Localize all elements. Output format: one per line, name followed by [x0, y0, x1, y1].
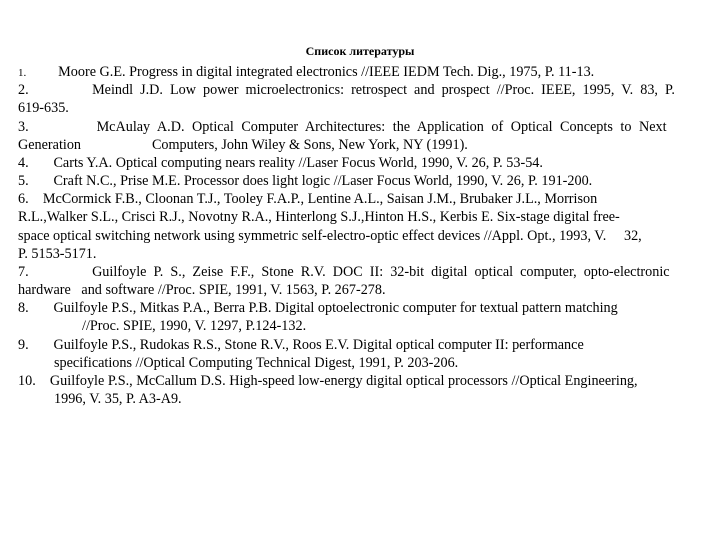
- reference-2-line1: 2. Meindl J.D. Low power microelectronic…: [18, 81, 702, 99]
- reference-9-line1: 9. Guilfoyle P.S., Rudokas R.S., Stone R…: [18, 336, 702, 354]
- ref-number: 5.: [18, 172, 29, 190]
- reference-6-line3: space optical switching network using sy…: [18, 227, 702, 245]
- reference-6-line1: 6. McCormick F.B., Cloonan T.J., Tooley …: [18, 190, 702, 208]
- reference-3-line1: 3. McAulay A.D. Optical Computer Archite…: [18, 118, 702, 136]
- ref-text: Guilfoyle P. S., Zeise F.F., Stone R.V. …: [92, 264, 670, 280]
- ref-number: 2.: [18, 81, 29, 99]
- reference-6-line2: R.L.,Walker S.L., Crisci R.J., Novotny R…: [18, 208, 702, 226]
- ref-text: McCormick F.B., Cloonan T.J., Tooley F.A…: [43, 191, 597, 207]
- reference-10-line1: 10. Guilfoyle P.S., McCallum D.S. High-s…: [18, 372, 702, 390]
- reference-8-line1: 8. Guilfoyle P.S., Mitkas P.A., Berra P.…: [18, 299, 702, 317]
- ref-text: Guilfoyle P.S., McCallum D.S. High-speed…: [50, 373, 638, 389]
- ref-text: Carts Y.A. Optical computing nears reali…: [53, 155, 542, 171]
- ref-text: Meindl J.D. Low power microelectronics: …: [92, 82, 675, 98]
- ref-number: 9.: [18, 336, 29, 354]
- reference-6-line4: P. 5153-5171.: [18, 245, 702, 263]
- reference-10-line2: 1996, V. 35, P. A3-A9.: [18, 390, 702, 408]
- ref-number: 1.: [18, 66, 26, 80]
- reference-5: 5. Craft N.C., Prise M.E. Processor does…: [18, 172, 702, 190]
- reference-7-line1: 7. Guilfoyle P. S., Zeise F.F., Stone R.…: [18, 263, 702, 281]
- ref-number: 8.: [18, 299, 29, 317]
- ref-text: Moore G.E. Progress in digital integrate…: [58, 64, 594, 80]
- reference-8-line2: //Proc. SPIE, 1990, V. 1297, P.124-132.: [18, 317, 702, 335]
- ref-number: 6.: [18, 190, 29, 208]
- reference-7-line2: hardware and software //Proc. SPIE, 1991…: [18, 281, 702, 299]
- reference-9-line2: specifications //Optical Computing Techn…: [18, 354, 702, 372]
- ref-text: Craft N.C., Prise M.E. Processor does li…: [53, 173, 592, 189]
- ref-text: McAulay A.D. Optical Computer Architectu…: [97, 119, 667, 135]
- bibliography-title: Список литературы: [18, 44, 702, 59]
- ref-number: 3.: [18, 118, 29, 136]
- ref-number: 4.: [18, 154, 29, 172]
- ref-number: 10.: [18, 372, 36, 390]
- ref-number: 7.: [18, 263, 29, 281]
- reference-2-line2: 619-635.: [18, 99, 702, 117]
- ref-text: Guilfoyle P.S., Rudokas R.S., Stone R.V.…: [53, 337, 583, 353]
- ref-text: Guilfoyle P.S., Mitkas P.A., Berra P.B. …: [53, 300, 617, 316]
- reference-1: 1. Moore G.E. Progress in digital integr…: [18, 63, 702, 81]
- reference-3-line2: Generation Computers, John Wiley & Sons,…: [18, 136, 702, 154]
- reference-4: 4. Carts Y.A. Optical computing nears re…: [18, 154, 702, 172]
